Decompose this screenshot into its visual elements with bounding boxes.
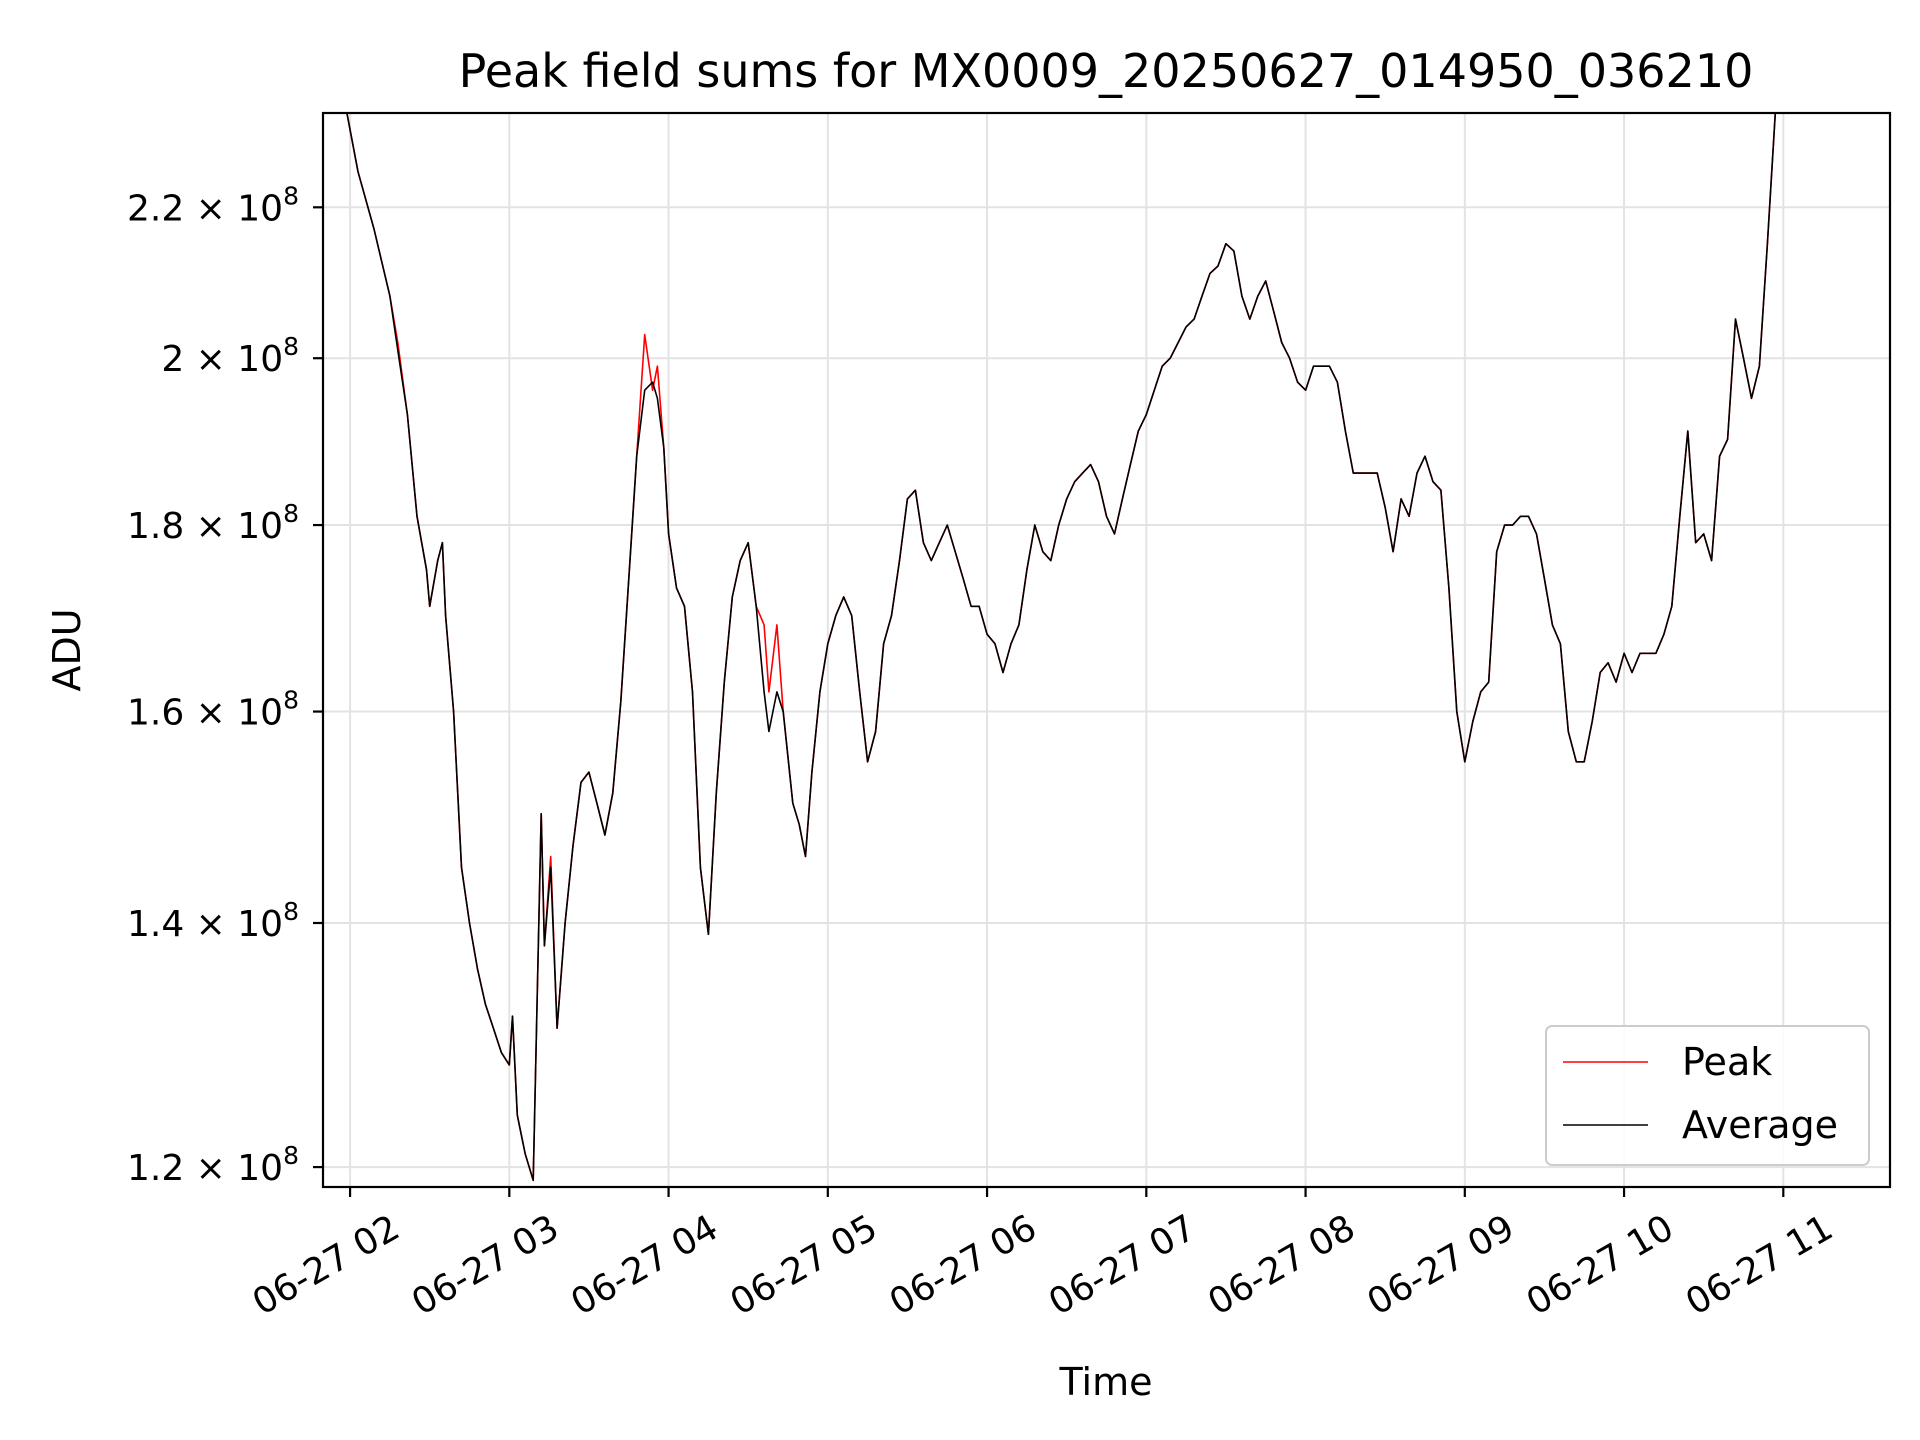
grid-lines xyxy=(323,113,1890,1187)
legend: Peak Average xyxy=(1545,1025,1870,1166)
y-tick-label: 2 × 108 xyxy=(161,332,299,380)
plot-area-frame xyxy=(321,111,1892,1189)
series-line-average xyxy=(346,112,1784,1182)
chart-title: Peak field sums for MX0009_20250627_0149… xyxy=(459,44,1754,98)
y-tick-label: 1.6 × 108 xyxy=(127,686,299,734)
x-axis-label: Time xyxy=(1059,1360,1153,1404)
y-tick-label: 1.4 × 108 xyxy=(127,897,299,945)
y-axis-label: ADU xyxy=(45,608,89,691)
legend-peak-label: Peak xyxy=(1682,1040,1772,1084)
legend-average-label: Average xyxy=(1682,1103,1838,1147)
y-tick-label: 1.2 × 108 xyxy=(127,1141,299,1189)
y-tick-label: 2.2 × 108 xyxy=(127,181,299,229)
y-axis-ticks: 1.2 × 108 1.4 × 108 1.6 × 108 1.8 × 108 2 × … xyxy=(127,181,323,1189)
legend-box xyxy=(1545,1025,1870,1166)
y-tick-label: 1.8 × 108 xyxy=(127,499,299,547)
series-lines xyxy=(346,112,1784,1182)
